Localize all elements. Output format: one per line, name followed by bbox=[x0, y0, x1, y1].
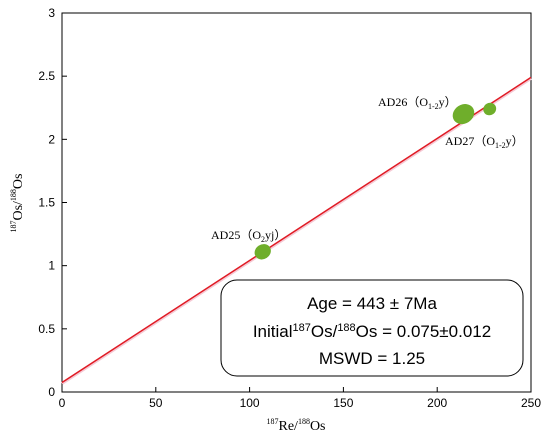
y-axis-title-main2: Os bbox=[11, 173, 26, 189]
initial-suffix: Os = 0.075±0.012 bbox=[356, 322, 492, 341]
initial-sup2: 188 bbox=[337, 322, 355, 334]
label-ad27-pre: AD27（O bbox=[445, 134, 495, 148]
x-tick-label: 150 bbox=[333, 396, 353, 410]
x-axis-title: 187Re/188Os bbox=[266, 417, 325, 434]
y-tick-label: 2.5 bbox=[38, 69, 55, 83]
y-tick-label: 2 bbox=[48, 132, 55, 146]
y-axis-title-main: Os/ bbox=[11, 201, 26, 221]
x-axis-title-sup2: 188 bbox=[298, 417, 310, 426]
label-ad25-pre: AD25（O bbox=[211, 228, 261, 242]
data-ellipse-2 bbox=[452, 104, 475, 125]
x-tick-label: 0 bbox=[59, 396, 66, 410]
x-axis-title-main: Re/ bbox=[278, 419, 298, 434]
x-tick-label: 200 bbox=[427, 396, 447, 410]
initial-sup1: 187 bbox=[293, 322, 311, 334]
y-tick-label: 0 bbox=[48, 385, 55, 399]
label-ad27-post: y） bbox=[506, 134, 524, 148]
label-ad26: AD26（O1-2y） bbox=[378, 95, 457, 111]
x-axis-title-sup: 187 bbox=[266, 417, 278, 426]
x-tick-label: 50 bbox=[149, 396, 163, 410]
mswd-text: MSWD = 1.25 bbox=[319, 349, 425, 368]
label-ad27-sub: 1-2 bbox=[495, 141, 506, 150]
data-ellipse-3 bbox=[483, 102, 497, 116]
label-ad25-sub: 2 bbox=[261, 235, 265, 244]
initial-prefix: Initial bbox=[253, 322, 293, 341]
label-ad26-post: y） bbox=[439, 95, 457, 109]
x-axis-title-main2: Os bbox=[310, 419, 326, 434]
initial-mid: Os/ bbox=[311, 322, 338, 341]
label-ad25: AD25（O2yj） bbox=[211, 228, 286, 244]
label-ad25-post: yj） bbox=[265, 228, 286, 242]
y-axis-title-sup2: 188 bbox=[9, 189, 18, 201]
y-axis-title-sup: 187 bbox=[9, 221, 18, 233]
x-tick-label: 100 bbox=[240, 396, 260, 410]
data-ellipse-1 bbox=[254, 244, 271, 260]
regression-error-band bbox=[61, 77, 532, 385]
initial-ratio-text: Initial187Os/188Os = 0.075±0.012 bbox=[253, 322, 491, 341]
result-box-frame bbox=[220, 279, 524, 377]
label-ad26-sub: 1-2 bbox=[428, 102, 439, 111]
x-tick-label: 250 bbox=[521, 396, 541, 410]
y-axis-title: 187Os/188Os bbox=[9, 173, 26, 232]
label-ad26-pre: AD26（O bbox=[378, 95, 428, 109]
y-tick-label: 3 bbox=[48, 6, 55, 20]
isochron-result-box: Age = 443 ± 7Ma Initial187Os/188Os = 0.0… bbox=[220, 279, 524, 377]
label-ad27: AD27（O1-2y） bbox=[445, 134, 524, 150]
y-tick-label: 1.5 bbox=[38, 196, 55, 210]
isochron-regression-line bbox=[61, 76, 532, 384]
age-text: Age = 443 ± 7Ma bbox=[307, 294, 437, 313]
y-tick-label: 1 bbox=[48, 259, 55, 273]
y-tick-label: 0.5 bbox=[38, 322, 55, 336]
